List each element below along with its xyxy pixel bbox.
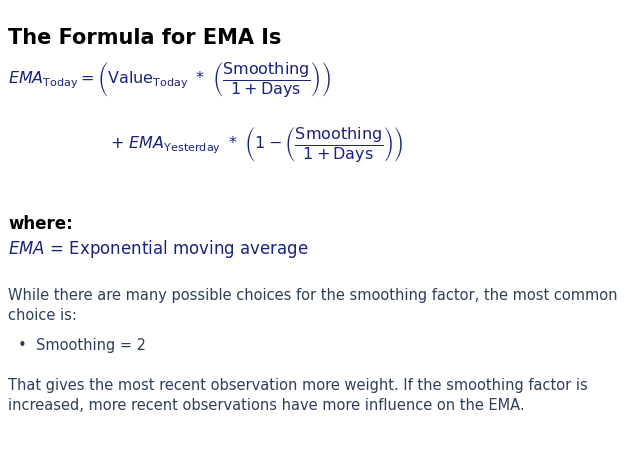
Text: where:: where: bbox=[8, 215, 73, 233]
Text: choice is:: choice is: bbox=[8, 308, 77, 323]
Text: •  Smoothing = 2: • Smoothing = 2 bbox=[18, 338, 146, 353]
Text: While there are many possible choices for the smoothing factor, the most common: While there are many possible choices fo… bbox=[8, 288, 618, 303]
Text: $+\ \mathit{EMA}_{\mathrm{Yesterday}}\ *\ \left( 1 - \left( \dfrac{\mathrm{Smoot: $+\ \mathit{EMA}_{\mathrm{Yesterday}}\ *… bbox=[110, 125, 403, 164]
Text: $\mathit{EMA}$ = Exponential moving average: $\mathit{EMA}$ = Exponential moving aver… bbox=[8, 238, 309, 260]
Text: The Formula for EMA Is: The Formula for EMA Is bbox=[8, 28, 282, 48]
Text: That gives the most recent observation more weight. If the smoothing factor is: That gives the most recent observation m… bbox=[8, 378, 588, 393]
Text: increased, more recent observations have more influence on the EMA.: increased, more recent observations have… bbox=[8, 398, 525, 413]
Text: $\mathit{EMA}_{\mathrm{Today}} = \left( \mathrm{Value}_{\mathrm{Today}}\ *\ \lef: $\mathit{EMA}_{\mathrm{Today}} = \left( … bbox=[8, 60, 331, 99]
